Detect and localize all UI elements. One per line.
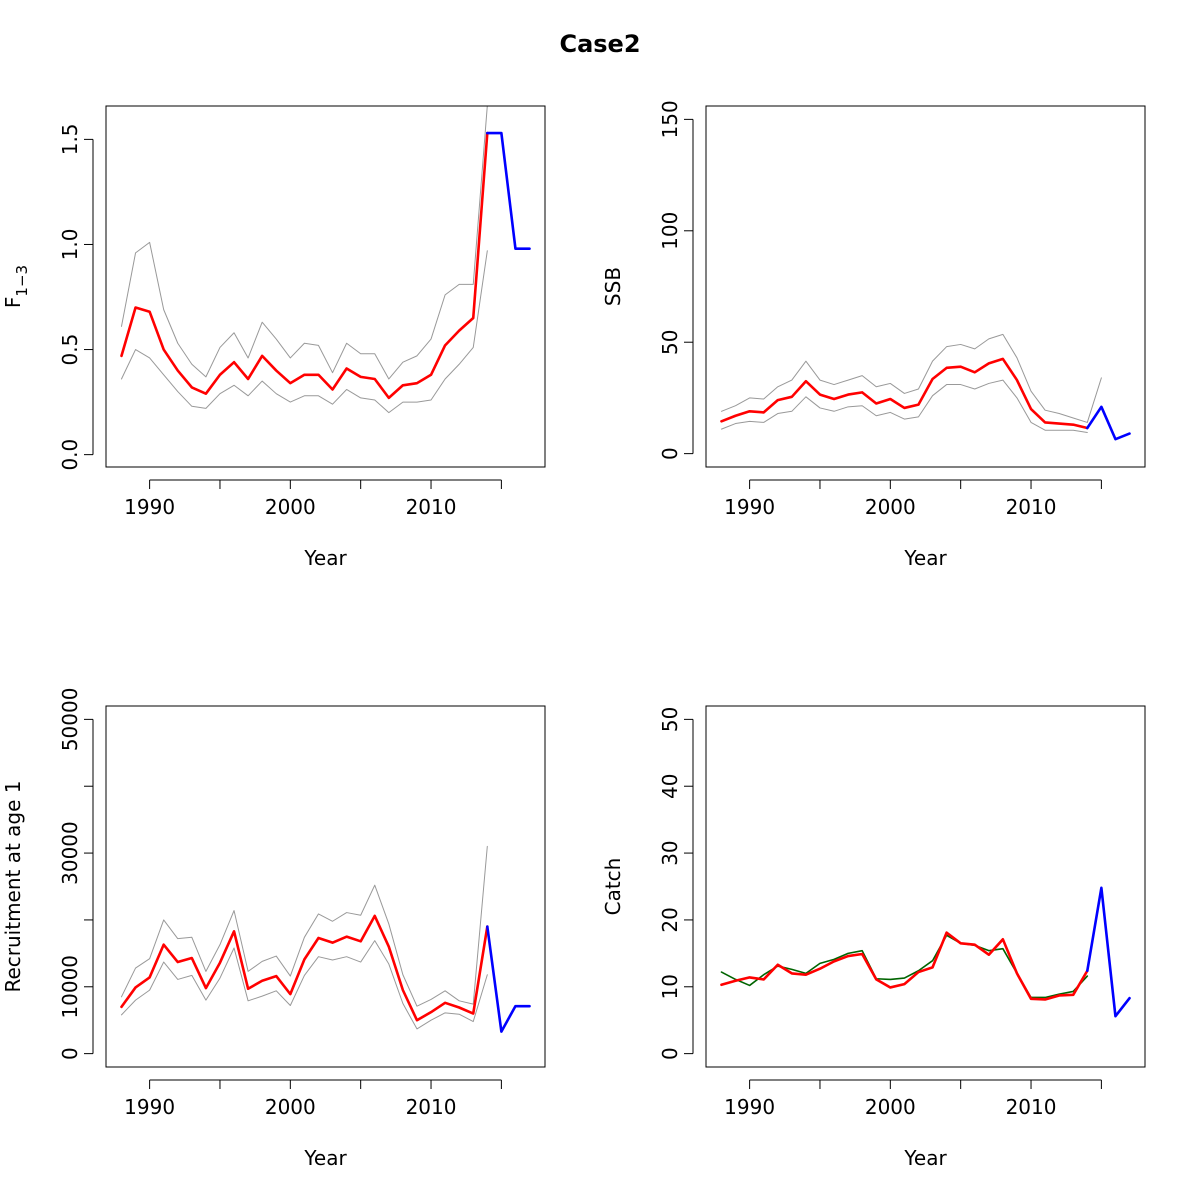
y-tick-label: 0: [658, 447, 682, 460]
y-tick-label: 10000: [58, 955, 82, 1019]
x-tick-label: 2000: [865, 495, 916, 519]
y-tick-label: 50: [658, 707, 682, 732]
y-tick-label: 30: [658, 840, 682, 865]
series-projection-line: [1086, 886, 1131, 1018]
series-estimate-line: [720, 931, 1089, 1001]
plot-frame: [705, 705, 1146, 1068]
x-tick-label: 2010: [406, 495, 457, 519]
y-axis-title: Recruitment at age 1: [1, 780, 25, 992]
y-tick-label: 0.5: [58, 334, 82, 366]
series-projection-line: [486, 131, 531, 250]
x-tick-label: 1990: [724, 495, 775, 519]
y-axis-title-main: F: [1, 297, 25, 309]
series-projection-line: [1086, 405, 1131, 441]
x-axis-title: Year: [303, 546, 347, 570]
series-upper-line: [120, 106, 488, 380]
y-axis-title-main: Recruitment at age 1: [1, 780, 25, 992]
y-axis-title-main: SSB: [601, 267, 625, 306]
x-axis-title: Year: [903, 1146, 947, 1170]
series-group: [120, 845, 531, 1033]
y-axis-title: Catch: [601, 858, 625, 916]
x-tick-label: 2010: [1006, 495, 1057, 519]
panel-catch: 1990 2000 2010 Year 0 10 20 30 40 50 Catch: [601, 705, 1146, 1170]
y-axis-title: F1−3: [1, 265, 31, 308]
plot-frame: [105, 705, 546, 1068]
series-upper-line: [120, 845, 488, 1007]
series-projection-line: [486, 925, 531, 1033]
figure-title: Case2: [559, 30, 640, 58]
x-axis-title: Year: [903, 546, 947, 570]
x-tick-label: 1990: [124, 1095, 175, 1119]
series-estimate-line: [120, 131, 489, 400]
series-group: [720, 333, 1131, 441]
series-group: [720, 886, 1131, 1018]
x-tick-label: 2010: [406, 1095, 457, 1119]
series-upper-line: [720, 333, 1102, 423]
y-tick-label: 30000: [58, 821, 82, 885]
x-tick-label: 2000: [265, 1095, 316, 1119]
y-tick-label: 1.5: [58, 123, 82, 155]
panel-ssb: 1990 2000 2010 Year 0 50 100 150 SSB: [601, 100, 1146, 570]
y-tick-label: 0: [658, 1047, 682, 1060]
x-tick-label: 2010: [1006, 1095, 1057, 1119]
series-lower-line: [120, 250, 488, 414]
x-tick-label: 2000: [265, 495, 316, 519]
y-tick-label: 100: [658, 212, 682, 250]
x-tick-label: 1990: [124, 495, 175, 519]
plot-frame: [705, 105, 1146, 468]
y-tick-label: 20: [658, 907, 682, 932]
x-axis-title: Year: [303, 1146, 347, 1170]
series-lower-line: [120, 940, 488, 1030]
x-tick-label: 2000: [865, 1095, 916, 1119]
y-tick-label: 40: [658, 773, 682, 798]
panel-recruitment: 1990 2000 2010 Year 0 10000 30000 50000 Recruitm…: [1, 688, 546, 1170]
series-group: [120, 106, 531, 414]
series-estimate-line: [120, 914, 489, 1022]
y-tick-label: 1.0: [58, 229, 82, 261]
series-lower-line: [720, 379, 1088, 433]
y-tick-label: 50: [658, 329, 682, 354]
y-tick-label: 0: [58, 1047, 82, 1060]
y-axis-title-subscript: 1−3: [13, 265, 31, 297]
y-tick-label: 10: [658, 974, 682, 999]
panel-f: 1990 2000 2010 Year 0.0 0.5 1.0 1.5 F1−3: [1, 105, 546, 570]
y-tick-label: 50000: [58, 688, 82, 752]
y-axis-title: SSB: [601, 267, 625, 306]
y-tick-label: 0.0: [58, 439, 82, 471]
y-tick-label: 150: [658, 100, 682, 138]
series-estimate-line: [720, 357, 1089, 430]
y-axis-title-main: Catch: [601, 858, 625, 916]
x-tick-label: 1990: [724, 1095, 775, 1119]
plot-frame: [105, 105, 546, 468]
